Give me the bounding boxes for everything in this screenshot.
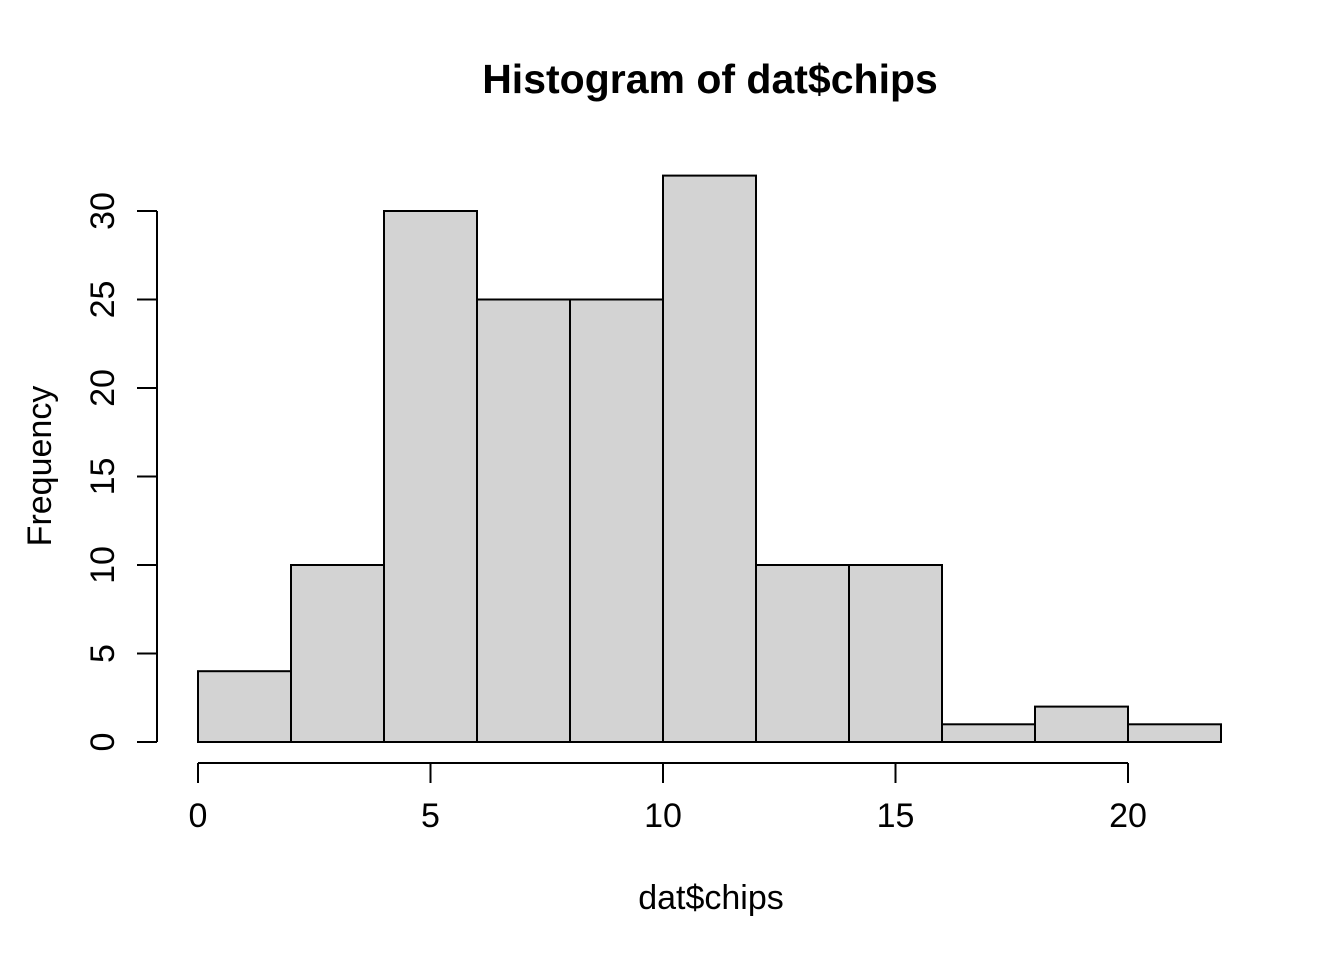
x-tick-label: 10: [644, 797, 682, 835]
x-axis-label: dat$chips: [638, 879, 784, 917]
y-tick-label: 30: [84, 192, 122, 230]
x-tick-label: 15: [877, 797, 915, 835]
x-tick-label: 5: [421, 797, 440, 835]
histogram-bar: [476, 298, 571, 743]
histogram-bar: [1127, 723, 1222, 743]
histogram-bar: [1034, 705, 1129, 743]
histogram-bar: [197, 670, 292, 744]
y-tick-label: 10: [84, 546, 122, 584]
y-tick-label: 20: [84, 369, 122, 407]
histogram-bar: [290, 564, 385, 743]
histogram-bar: [848, 564, 943, 743]
y-tick-label: 15: [84, 458, 122, 496]
histogram-bar: [755, 564, 850, 743]
chart-title: Histogram of dat$chips: [482, 56, 938, 102]
histogram-bar: [383, 210, 478, 743]
histogram-bar: [941, 723, 1036, 743]
bars: [197, 174, 1222, 744]
y-tick-label: 0: [84, 733, 122, 752]
y-tick-label: 5: [84, 644, 122, 663]
histogram-bar: [662, 174, 757, 744]
y-axis-label: Frequency: [21, 386, 59, 547]
y-tick-label: 25: [84, 281, 122, 319]
y-axis: 0 5 10 15 20 25 30: [84, 192, 158, 752]
histogram-bar: [569, 298, 664, 743]
x-tick-label: 20: [1109, 797, 1147, 835]
x-axis: 0 5 10 15 20: [189, 762, 1147, 835]
x-tick-label: 0: [189, 797, 208, 835]
